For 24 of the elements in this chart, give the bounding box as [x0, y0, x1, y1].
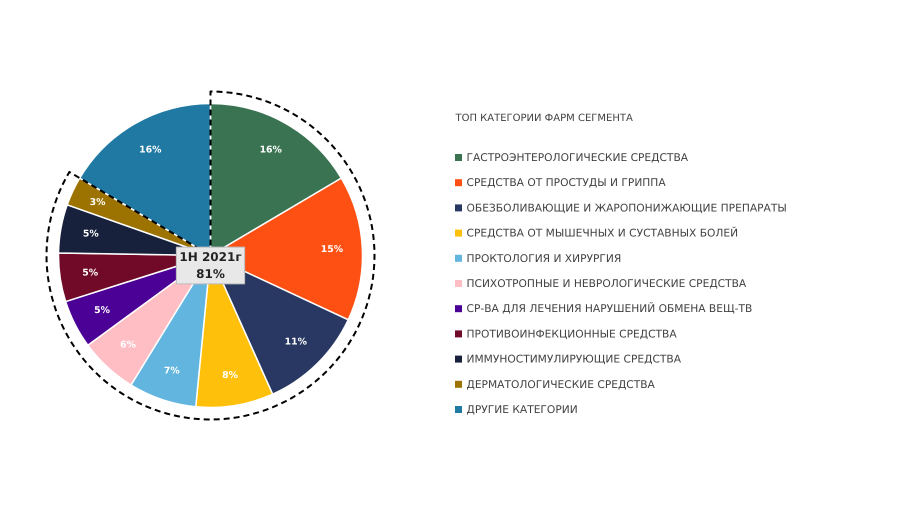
legend-label: ПСИХОТРОПНЫЕ И НЕВРОЛОГИЧЕСКИЕ СРЕДСТВА	[466, 277, 747, 290]
legend-label: ПРОКТОЛОГИЯ И ХИРУРГИЯ	[466, 252, 622, 265]
text: 1H 2021г 81%	[179, 250, 242, 281]
data-label: 7%	[164, 365, 180, 376]
legend-label: СРЕДСТВА ОТ МЫШЕЧНЫХ И СУСТАВНЫХ БОЛЕЙ	[466, 226, 738, 240]
legend-label: ДРУГИЕ КАТЕГОРИИ	[466, 403, 578, 416]
legend-label: ДЕРМАТОЛОГИЧЕСКИЕ СРЕДСТВА	[466, 378, 656, 391]
data-label: 8%	[222, 370, 239, 382]
data-label: 5%	[82, 268, 99, 279]
data-label: 5%	[94, 305, 111, 316]
legend-label: ПРОТИВОИНФЕКЦИОННЫЕ СРЕДСТВА	[466, 327, 678, 340]
legend-label: ГАСТРОЭНТЕРОЛОГИЧЕСКИЕ СРЕДСТВА	[466, 151, 689, 164]
legend-label: ОБЕЗБОЛИВАЮЩИЕ И ЖАРОПОНИЖАЮЩИЕ ПРЕПАРАТЫ	[466, 201, 787, 214]
legend-label: СРЕДСТВА ОТ ПРОСТУДЫ И ГРИППА	[466, 176, 666, 190]
data-label: 16%	[260, 144, 283, 156]
data-label: 16%	[139, 144, 162, 156]
legend-label: СР-ВА ДЛЯ ЛЕЧЕНИЯ НАРУШЕНИЙ ОБМЕНА ВЕЩ-ТВ	[466, 302, 752, 316]
data-label: 11%	[284, 336, 308, 348]
data-label: 3%	[90, 197, 106, 208]
legend-label: ИММУНОСТИМУЛИРУЮЩИЕ СРЕДСТВА	[466, 352, 682, 366]
data-label: 5%	[82, 228, 100, 240]
legend-title: ТОП КАТЕГОРИИ ФАРМ СЕГМЕНТА	[454, 113, 633, 124]
data-label: 15%	[320, 244, 344, 256]
data-label: 6%	[120, 339, 137, 350]
